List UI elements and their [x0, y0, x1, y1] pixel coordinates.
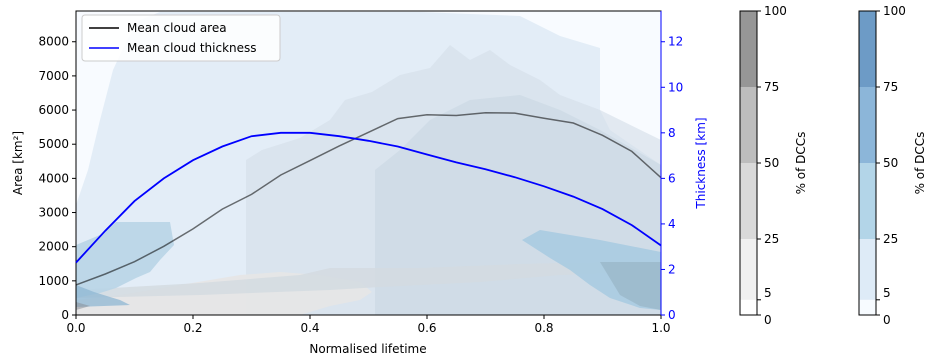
y-right-tick-label: 2 — [668, 262, 676, 276]
colorbar-1: 0 5 25 50 75 100 % of DCCs — [739, 4, 808, 327]
y-left-tick-label: 3000 — [38, 206, 69, 220]
colorbar-label: % of DCCs — [794, 132, 808, 195]
colorbar-segment — [740, 299, 757, 315]
x-tick-label: 0.0 — [66, 321, 85, 335]
colorbar-segment — [859, 299, 876, 315]
colorbar-tick-label: 5 — [764, 286, 772, 300]
y-left-tick-label: 4000 — [38, 171, 69, 185]
x-tick-label: 0.4 — [300, 321, 319, 335]
series-line-mean-cloud-thickness — [75, 131, 662, 264]
colorbar-tick-label: 0 — [883, 313, 891, 327]
x-tick-label: 0.8 — [534, 321, 553, 335]
y-right-tick-label: 8 — [668, 126, 676, 140]
area-distribution-regions — [76, 12, 661, 315]
colorbar-segment — [859, 11, 876, 87]
y-right-tick-label: 6 — [668, 171, 676, 185]
colorbar-label: % of DCCs — [913, 132, 925, 195]
series-lines — [75, 112, 662, 286]
legend: Mean cloud area Mean cloud thickness — [81, 14, 281, 62]
x-axis-title: Normalised lifetime — [309, 342, 426, 356]
colorbar-tick-label: 50 — [764, 156, 779, 170]
x-tick-label: 0.2 — [183, 321, 202, 335]
legend-label-area: Mean cloud area — [127, 21, 227, 35]
legend-box — [81, 14, 281, 62]
y-left-tick-label: 2000 — [38, 240, 69, 254]
colorbar-tick-label: 75 — [764, 80, 779, 94]
colorbar-segment — [859, 163, 876, 239]
y-left-tick-label: 0 — [61, 308, 69, 322]
colorbar-tick-label: 0 — [764, 313, 772, 327]
colorbar-segment — [740, 163, 757, 239]
y-axis-right-title: Thickness [km] — [694, 117, 708, 209]
colorbar-segment — [740, 11, 757, 87]
colorbar-2: 0 5 25 50 75 100 % of DCCs — [858, 4, 925, 327]
colorbar-tick-label: 25 — [883, 232, 898, 246]
colorbar-tick-label: 100 — [764, 4, 787, 18]
y-left-tick-label: 5000 — [38, 137, 69, 151]
colorbar-segment — [740, 239, 757, 300]
y-left-tick-label: 8000 — [38, 35, 69, 49]
colorbar-tick-label: 25 — [764, 232, 779, 246]
y-left-tick-label: 6000 — [38, 103, 69, 117]
y-right-tick-label: 4 — [668, 217, 676, 231]
colorbar-tick-label: 5 — [883, 286, 891, 300]
colorbar-segment — [859, 239, 876, 300]
colorbar-segment — [740, 87, 757, 163]
axis-ticks: 0.0 0.2 0.4 0.6 0.8 1.00100020003000400050006… — [38, 11, 683, 335]
y-left-tick-label: 1000 — [38, 274, 69, 288]
x-tick-label: 1.0 — [651, 321, 670, 335]
colorbars: 0 5 25 50 75 100 % of DCCs 0 5 25 50 75 100 % of DCCs — [739, 4, 925, 327]
x-tick-label: 0.6 — [417, 321, 436, 335]
y-axis-left-title: Area [km²] — [11, 131, 25, 195]
series-line-mean-cloud-area — [75, 112, 662, 286]
y-right-tick-label: 12 — [668, 35, 683, 49]
colorbar-tick-label: 75 — [883, 80, 898, 94]
y-left-tick-label: 7000 — [38, 69, 69, 83]
colorbar-tick-label: 100 — [883, 4, 906, 18]
y-right-tick-label: 0 — [668, 308, 676, 322]
legend-label-thickness: Mean cloud thickness — [127, 41, 257, 55]
colorbar-segment — [859, 87, 876, 163]
y-right-tick-label: 10 — [668, 80, 683, 94]
colorbar-tick-label: 50 — [883, 156, 898, 170]
